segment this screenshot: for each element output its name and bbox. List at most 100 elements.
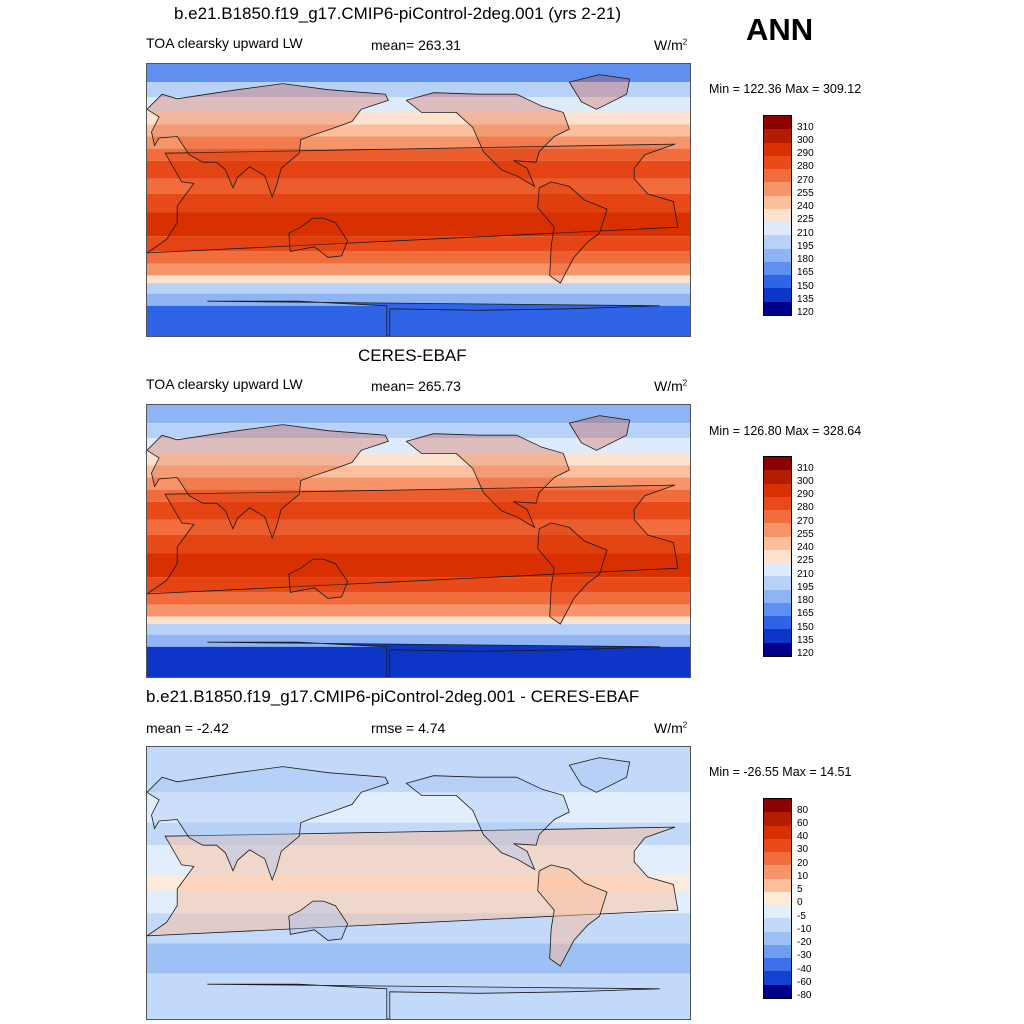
colorbar-tick-label: 240 — [797, 542, 814, 554]
colorbar-swatch — [764, 984, 791, 998]
panel-2-units: W/m2 — [654, 378, 688, 394]
colorbar-tick-label: 300 — [797, 475, 814, 487]
colorbar-swatch — [764, 812, 791, 826]
colorbar-swatch — [764, 958, 791, 972]
contour-band — [147, 263, 690, 276]
colorbar-swatch — [764, 825, 791, 839]
colorbar-swatch — [764, 496, 791, 510]
coastline — [405, 433, 570, 529]
contour-band — [147, 973, 690, 1019]
colorbar-tick-label: -5 — [797, 910, 806, 922]
colorbar-swatch — [764, 852, 791, 866]
colorbar-tick-label: 270 — [797, 515, 814, 527]
colorbar-tick-label: 0 — [797, 897, 803, 909]
panel-2-title: CERES-EBAF — [358, 346, 467, 365]
colorbar-swatch — [764, 838, 791, 852]
colorbar-tick-label: 240 — [797, 201, 814, 213]
colorbar-swatch — [764, 235, 791, 249]
coastline — [147, 143, 679, 254]
colorbar-swatch — [764, 301, 791, 315]
colorbar-swatch — [764, 931, 791, 945]
map-canvas — [147, 405, 690, 677]
colorbar-swatch — [764, 523, 791, 537]
contour-band — [147, 943, 690, 974]
colorbar-swatch — [764, 222, 791, 236]
contour-band — [147, 124, 690, 137]
contour-band — [147, 305, 690, 336]
colorbar-swatch — [764, 602, 791, 616]
map-canvas — [147, 64, 690, 336]
contour-band — [147, 97, 690, 113]
colorbar-tick-label: 30 — [797, 844, 809, 856]
colorbar-tick-label: 195 — [797, 240, 814, 252]
colorbar-swatch — [764, 116, 791, 130]
panel-2-variable-label: TOA clearsky upward LW — [146, 376, 303, 392]
colorbar-swatch — [764, 589, 791, 603]
contour-band — [147, 136, 690, 149]
colorbar-tick-label: 150 — [797, 280, 814, 292]
coastline — [147, 83, 389, 199]
colorbar-swatch — [764, 878, 791, 892]
coastline — [537, 181, 608, 284]
colorbar-tick-label: 40 — [797, 831, 809, 843]
coastline — [207, 641, 660, 677]
coastline — [288, 217, 349, 258]
colorbar-tick-label: -60 — [797, 976, 812, 988]
contour-band — [147, 193, 690, 213]
colorbar-tick-label: 20 — [797, 857, 809, 869]
panel-2-map — [146, 404, 691, 678]
colorbar-tick-label: 310 — [797, 462, 814, 474]
colorbar-tick-label: 5 — [797, 884, 803, 896]
colorbar-tick-label: 135 — [797, 293, 814, 305]
colorbar-swatch — [764, 195, 791, 209]
season-label: ANN — [746, 12, 814, 47]
contour-band — [147, 534, 690, 554]
colorbar-swatch — [764, 536, 791, 550]
panel-3-rmse-label: rmse = 4.74 — [371, 720, 446, 736]
colorbar-tick-label: 280 — [797, 161, 814, 173]
contour-band — [147, 251, 690, 264]
colorbar-tick-label: 210 — [797, 227, 814, 239]
contour-band — [147, 624, 690, 635]
panel-3-colorbar — [763, 798, 792, 999]
colorbar-swatch — [764, 510, 791, 524]
contour-band — [147, 283, 690, 294]
colorbar-tick-label: 80 — [797, 804, 809, 816]
colorbar-tick-label: 165 — [797, 267, 814, 279]
colorbar-swatch — [764, 275, 791, 289]
panel-2-minmax: Min = 126.80 Max = 328.64 — [709, 424, 862, 438]
colorbar-swatch — [764, 563, 791, 577]
contour-band — [147, 453, 690, 466]
colorbar-tick-label: -20 — [797, 937, 812, 949]
panel-1-mean-label: mean= 263.31 — [371, 37, 461, 53]
colorbar-tick-label: -80 — [797, 990, 812, 1002]
colorbar-swatch — [764, 142, 791, 156]
map-canvas — [147, 747, 690, 1019]
colorbar-tick-label: 10 — [797, 870, 809, 882]
contour-band — [147, 646, 690, 677]
contour-band — [147, 275, 690, 284]
colorbar-swatch — [764, 169, 791, 183]
contour-band — [147, 501, 690, 520]
contour-band — [147, 293, 690, 306]
contour-band — [147, 604, 690, 617]
colorbar-swatch — [764, 457, 791, 471]
panel-3-map — [146, 746, 691, 1020]
coastline — [537, 864, 608, 967]
colorbar-swatch — [764, 483, 791, 497]
coastline — [405, 92, 570, 188]
panel-1-variable-label: TOA clearsky upward LW — [146, 35, 303, 51]
contour-band — [147, 438, 690, 454]
coastline — [147, 424, 389, 540]
panel-3-units: W/m2 — [654, 720, 688, 736]
coastline — [405, 775, 570, 871]
colorbar-swatch — [764, 261, 791, 275]
colorbar-swatch — [764, 905, 791, 919]
panel-2-colorbar — [763, 456, 792, 657]
colorbar-tick-label: 290 — [797, 489, 814, 501]
colorbar-tick-label: -40 — [797, 963, 812, 975]
colorbar-swatch — [764, 470, 791, 484]
coastline — [568, 757, 631, 793]
colorbar-tick-label: 290 — [797, 148, 814, 160]
coastline — [207, 300, 660, 336]
